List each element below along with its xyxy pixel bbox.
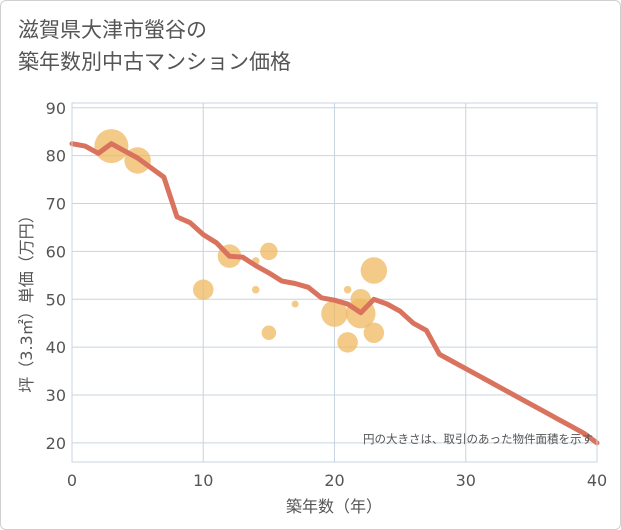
x-tick-label: 20 <box>324 471 344 490</box>
chart-title-line-1: 滋賀県大津市螢谷の <box>18 18 207 42</box>
y-tick-label: 20 <box>46 434 66 453</box>
y-tick-label: 70 <box>46 195 66 214</box>
grid-layer <box>72 103 597 462</box>
y-tick-label: 30 <box>46 386 66 405</box>
x-tick-label: 10 <box>193 471 213 490</box>
bubble-point <box>260 242 278 261</box>
bubble-point <box>321 300 348 327</box>
x-axis-label: 築年数（年） <box>286 497 382 516</box>
x-tick-label: 30 <box>456 471 476 490</box>
bubble-point <box>360 257 388 284</box>
x-tick-label: 40 <box>587 471 607 490</box>
average-price-line <box>69 141 600 446</box>
chart-title-line-2: 築年数別中古マンション価格 <box>18 50 291 74</box>
y-axis-label: 坪（3.3㎡）単価（万円） <box>17 207 36 392</box>
plot-frame-layer <box>71 102 598 463</box>
bubble-layer <box>94 129 388 353</box>
y-tick-label: 80 <box>46 147 66 166</box>
bubble-point <box>337 332 358 353</box>
bubble-point <box>363 322 385 344</box>
chart-title: 滋賀県大津市螢谷の 築年数別中古マンション価格 <box>18 14 291 78</box>
bubble-point <box>261 325 277 341</box>
tick-label-layer: 0 10 20 30 40 20 30 40 50 60 70 80 90 <box>46 99 608 490</box>
plot-frame <box>71 102 598 463</box>
bubble-point <box>193 279 214 300</box>
y-tick-label: 40 <box>46 338 66 357</box>
bubble-point <box>251 285 260 294</box>
chart-annotation: 円の大きさは、取引のあった物件面積を示す <box>363 432 593 446</box>
y-tick-label: 90 <box>46 99 66 118</box>
line-layer <box>69 141 600 446</box>
bubble-point <box>291 300 299 308</box>
y-tick-label: 60 <box>46 242 66 261</box>
bubble-point <box>343 285 352 294</box>
x-tick-label: 0 <box>67 471 77 490</box>
y-tick-label: 50 <box>46 290 66 309</box>
